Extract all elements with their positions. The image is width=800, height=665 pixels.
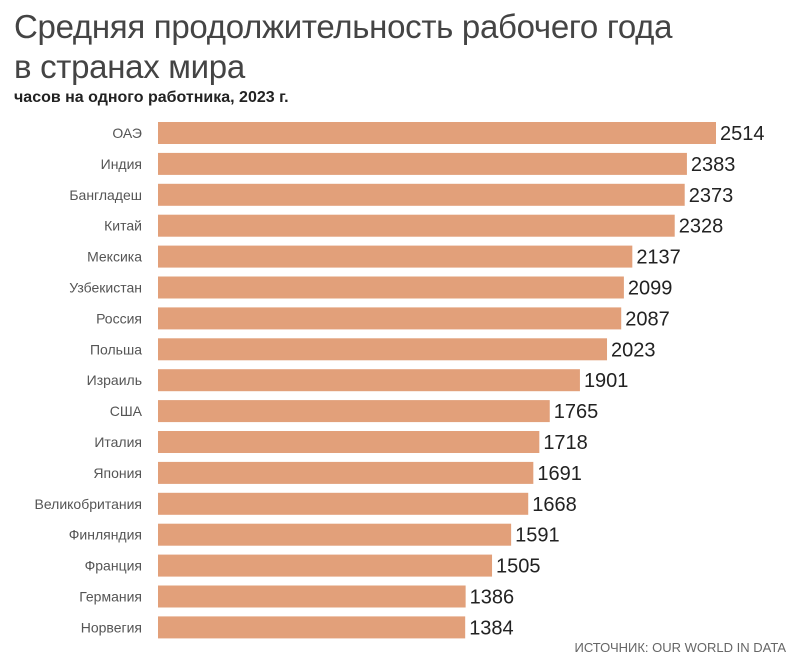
bar-15 [158,585,466,608]
value-label: 1765 [554,401,599,423]
category-label: Бангладеш [69,187,142,203]
bar-8 [158,369,580,392]
bar-3 [158,214,675,237]
category-label: Польша [90,341,142,357]
category-label: Узбекистан [69,280,142,296]
bar-2 [158,183,685,206]
category-label: Мексика [87,249,142,265]
bar-13 [158,523,512,546]
bar-0 [158,122,716,144]
value-label: 1384 [469,617,514,639]
category-label: ОАЭ [112,125,142,141]
bar-12 [158,492,529,515]
value-label: 2383 [691,154,736,176]
chart-subtitle: часов на одного работника, 2023 г. [14,89,289,106]
value-label: 1691 [537,463,582,485]
bar-11 [158,461,534,484]
category-label: Германия [79,589,142,605]
value-label: 1505 [496,556,541,578]
value-label: 2099 [628,278,673,300]
category-label: Великобритания [34,496,142,512]
value-label: 1718 [543,432,588,454]
bar-14 [158,554,493,577]
bar-16 [158,616,466,639]
value-label: 1591 [515,525,560,547]
value-label: 2328 [679,216,724,238]
source-note: ИСТОЧНИК: OUR WORLD IN DATA [574,640,786,655]
chart-title-line2: в странах мира [14,48,245,85]
category-label: Норвегия [81,619,142,635]
category-label: Франция [85,558,142,574]
bar-1 [158,152,687,175]
value-label: 1386 [470,587,515,609]
category-label: Китай [104,218,142,234]
value-label: 2514 [720,123,765,145]
bar-6 [158,307,622,330]
chart-title-line1: Средняя продолжительность рабочего года [14,8,673,45]
bar-10 [158,431,540,453]
value-label: 2137 [636,247,681,269]
category-label: Россия [96,310,142,326]
category-label: Италия [94,434,142,450]
value-label: 1901 [584,370,629,392]
category-label: Финляндия [69,527,142,543]
bar-7 [158,338,608,361]
category-label: Израиль [87,372,142,388]
bar-9 [158,400,550,423]
value-label: 1668 [532,494,577,516]
bar-4 [158,245,633,268]
bar-5 [158,276,624,299]
category-label: Япония [93,465,142,481]
value-label: 2023 [611,339,656,361]
category-label: Индия [101,156,142,172]
value-label: 2373 [689,185,734,207]
category-label: США [110,403,143,419]
value-label: 2087 [625,308,670,330]
